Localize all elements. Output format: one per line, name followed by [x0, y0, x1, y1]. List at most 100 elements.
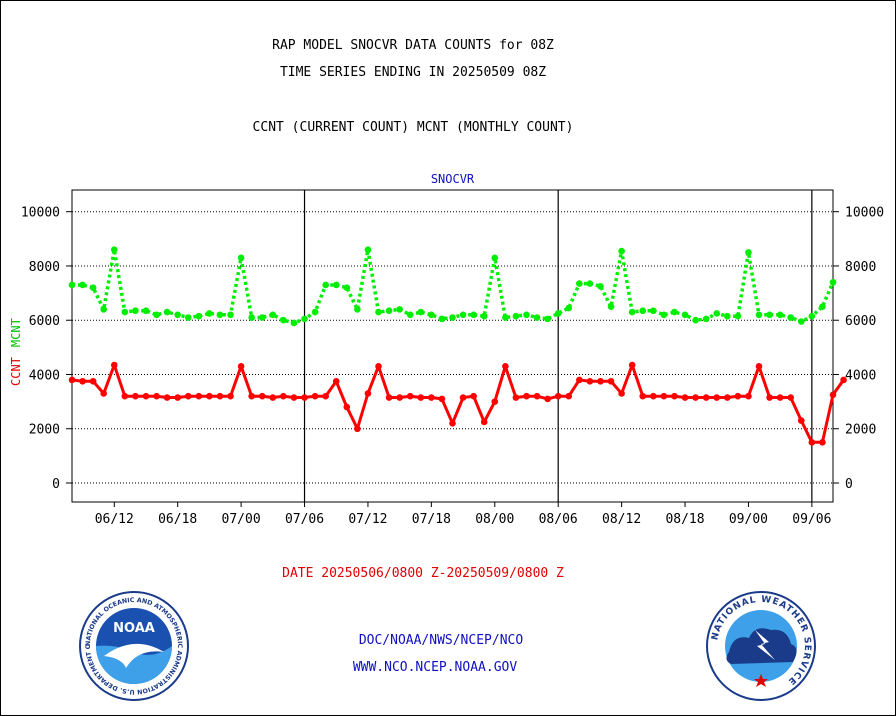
data-point-ccnt: [332, 377, 340, 385]
x-tick-label: 06/18: [158, 512, 197, 527]
data-point-ccnt: [692, 394, 699, 401]
chart-title-line1: RAP MODEL SNOCVR DATA COUNTS for 08Z: [272, 38, 554, 53]
data-point-mcnt: [89, 284, 97, 291]
org-path-label: DOC/NOAA/NWS/NCEP/NCO: [358, 633, 524, 648]
data-point-ccnt: [829, 391, 837, 399]
data-point-mcnt: [396, 306, 403, 313]
data-point-ccnt: [438, 395, 446, 403]
y-tick-label-right: 10000: [845, 206, 884, 221]
data-point-mcnt: [554, 310, 562, 317]
data-point-ccnt: [787, 394, 795, 401]
data-point-ccnt: [227, 392, 234, 400]
data-point-ccnt: [142, 392, 150, 400]
x-tick-label: 07/12: [348, 512, 387, 527]
data-point-mcnt: [607, 303, 615, 310]
data-point-ccnt: [618, 390, 625, 397]
data-point-mcnt: [417, 308, 425, 316]
data-point-ccnt: [565, 392, 573, 400]
date-range-label: DATE 20250506/0800 Z-20250509/0800 Z: [282, 566, 564, 581]
data-point-mcnt: [755, 311, 763, 319]
plot-border: [71, 189, 834, 503]
data-point-mcnt: [734, 312, 742, 320]
data-point-ccnt: [459, 394, 467, 401]
data-point-mcnt: [713, 310, 721, 317]
data-point-mcnt: [153, 311, 160, 319]
data-point-ccnt: [364, 390, 372, 397]
data-point-mcnt: [660, 311, 668, 319]
y-tick-label-left: 10000: [21, 206, 60, 221]
data-point-mcnt: [142, 307, 150, 315]
data-point-ccnt: [755, 363, 763, 370]
data-point-mcnt: [766, 311, 773, 319]
chart-title-line2: TIME SERIES ENDING IN 20250509 08Z: [279, 65, 547, 80]
data-point-ccnt: [121, 392, 129, 400]
data-point-ccnt: [258, 392, 266, 400]
data-point-ccnt: [650, 392, 657, 400]
data-point-ccnt: [269, 394, 277, 401]
y-tick-label-right: 8000: [845, 260, 876, 275]
y-tick-label-left: 0: [52, 477, 60, 492]
data-point-mcnt: [385, 307, 393, 315]
data-point-mcnt: [343, 284, 351, 291]
y-axis-label-mcnt: MCNT: [9, 318, 23, 347]
data-point-mcnt: [533, 314, 541, 321]
data-point-mcnt: [576, 280, 583, 287]
data-point-mcnt: [745, 249, 752, 256]
data-point-mcnt: [702, 315, 710, 323]
data-point-ccnt: [512, 394, 520, 401]
data-point-ccnt: [766, 394, 773, 401]
data-point-ccnt: [79, 377, 86, 385]
data-point-mcnt: [68, 281, 76, 289]
data-point-ccnt: [713, 394, 721, 401]
data-point-ccnt: [311, 392, 319, 400]
website-label: WWW.NCO.NCEP.NOAA.GOV: [352, 660, 518, 675]
data-point-ccnt: [343, 403, 351, 411]
x-tick-label: 09/06: [792, 512, 831, 527]
data-point-ccnt: [449, 420, 456, 427]
data-point-mcnt: [132, 307, 139, 315]
data-point-ccnt: [153, 392, 160, 400]
data-point-ccnt: [597, 377, 604, 385]
data-point-mcnt: [512, 312, 520, 320]
x-tick-label: 09/00: [729, 512, 768, 527]
data-point-ccnt: [470, 392, 477, 400]
data-point-mcnt: [301, 315, 308, 323]
data-point-mcnt: [100, 306, 108, 313]
data-point-mcnt: [681, 311, 689, 319]
data-point-ccnt: [681, 394, 689, 401]
data-point-mcnt: [354, 306, 361, 313]
data-point-ccnt: [734, 392, 742, 400]
chart-series-title: SNOCVR: [431, 172, 475, 186]
nws-logo-icon: NATIONAL WEATHER SERVICE: [706, 591, 816, 701]
data-point-ccnt: [354, 425, 361, 433]
data-point-ccnt: [724, 394, 731, 401]
data-point-ccnt: [639, 392, 647, 400]
data-point-mcnt: [195, 312, 203, 320]
data-point-ccnt: [100, 390, 108, 397]
data-point-mcnt: [375, 308, 382, 316]
data-point-mcnt: [502, 314, 509, 321]
data-point-ccnt: [237, 363, 245, 370]
data-point-ccnt: [776, 394, 784, 401]
svg-text:NOAA: NOAA: [113, 621, 155, 636]
data-point-ccnt: [797, 417, 805, 424]
data-point-mcnt: [565, 304, 573, 312]
data-point-mcnt: [311, 308, 319, 316]
chart-subtitle: CCNT (CURRENT COUNT) MCNT (MONTHLY COUNT…: [252, 120, 574, 135]
data-point-ccnt: [671, 392, 678, 400]
y-tick-label-left: 6000: [29, 314, 60, 329]
x-tick-label: 08/06: [539, 512, 578, 527]
data-point-ccnt: [184, 392, 192, 400]
data-point-ccnt: [68, 376, 76, 384]
data-point-ccnt: [290, 394, 298, 401]
y-tick-label-left: 8000: [29, 260, 60, 275]
data-point-mcnt: [523, 311, 530, 319]
data-point-ccnt: [523, 392, 530, 400]
data-point-ccnt: [396, 394, 403, 401]
data-point-ccnt: [216, 392, 224, 400]
data-point-ccnt: [840, 376, 847, 384]
data-point-mcnt: [110, 246, 118, 253]
data-point-mcnt: [671, 308, 678, 316]
y-axis-label-ccnt: CCNT: [9, 357, 23, 386]
